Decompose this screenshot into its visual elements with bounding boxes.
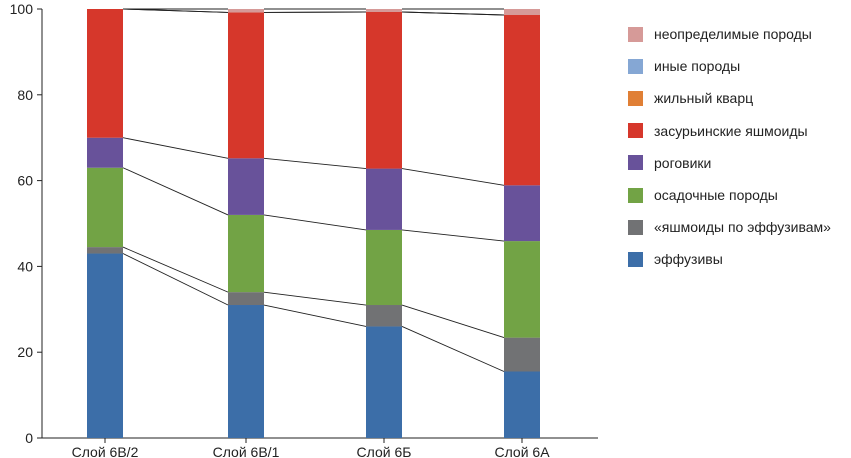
legend-label: роговики xyxy=(654,154,712,171)
bar-segment xyxy=(366,168,402,230)
bar-segment xyxy=(504,185,540,242)
bar-segment xyxy=(228,9,264,13)
y-tick-label: 60 xyxy=(17,173,33,189)
bar-segment xyxy=(504,337,540,372)
legend-label: засурьинские яшмоиды xyxy=(654,122,808,139)
legend-label: жильный кварц xyxy=(654,90,754,107)
legend-label: неопределимые породы xyxy=(654,26,812,43)
connector-line xyxy=(263,304,367,327)
x-tick-label: Слой 6В/1 xyxy=(213,444,280,458)
connector-line xyxy=(263,157,367,170)
bar-segment xyxy=(366,12,402,169)
legend-item: «яшмоиды по эффузивам» xyxy=(628,211,851,243)
y-tick-label: 100 xyxy=(10,1,34,17)
legend-swatch xyxy=(628,58,643,74)
bar-segment xyxy=(228,158,264,215)
connector-line xyxy=(263,291,367,306)
legend: неопределимые породы иные породы жильный к… xyxy=(628,18,851,276)
connector-line xyxy=(122,253,229,306)
connector-lines xyxy=(122,8,505,372)
connector-line xyxy=(122,246,229,293)
connector-line xyxy=(122,8,229,13)
bar-segment xyxy=(87,167,123,248)
legend-swatch xyxy=(628,123,643,139)
legend-label: осадочные породы xyxy=(654,187,778,204)
connector-line xyxy=(122,167,229,216)
legend-label: эффузивы xyxy=(654,251,723,268)
bar-segment xyxy=(366,9,402,13)
connector-line xyxy=(401,229,505,242)
bar-segment xyxy=(504,15,540,186)
bar-segment xyxy=(87,247,123,254)
legend-swatch xyxy=(628,155,643,171)
legend-swatch xyxy=(628,26,643,42)
legend-item: иные породы xyxy=(628,50,851,82)
bar-segment xyxy=(504,371,540,438)
legend-swatch xyxy=(628,90,643,106)
bar-segment xyxy=(87,253,123,438)
connector-line xyxy=(122,137,229,159)
connector-line xyxy=(401,304,505,339)
x-tick-label: Слой 6Б xyxy=(357,444,412,458)
legend-item: осадочные породы xyxy=(628,179,851,211)
legend-label: «яшмоиды по эффузивам» xyxy=(654,219,831,236)
x-axis: Слой 6В/2 Слой 6В/1 Слой 6Б Слой 6А xyxy=(42,437,598,458)
legend-item: роговики xyxy=(628,147,851,179)
y-tick-label: 0 xyxy=(25,430,33,446)
legend-item: жильный кварц xyxy=(628,82,851,114)
bar-segment xyxy=(366,305,402,327)
bar-segment xyxy=(87,137,123,168)
y-tick-label: 80 xyxy=(17,87,33,103)
legend-item: засурьинские яшмоиды xyxy=(628,115,851,147)
bar-segment xyxy=(87,9,123,138)
legend-swatch xyxy=(628,187,643,203)
legend-label: иные породы xyxy=(654,58,741,75)
bar-segment xyxy=(366,229,402,306)
bar-segment xyxy=(228,214,264,293)
bar-segment xyxy=(366,326,402,438)
bar-segment xyxy=(228,305,264,438)
bar-segment xyxy=(504,241,540,338)
legend-item: неопределимые породы xyxy=(628,18,851,50)
x-tick-label: Слой 6В/2 xyxy=(72,444,139,458)
connector-line xyxy=(401,326,505,372)
legend-swatch xyxy=(628,251,643,267)
y-axis: 0 20 40 60 80 100 xyxy=(10,1,43,446)
bar-segment xyxy=(504,9,540,16)
x-tick-label: Слой 6А xyxy=(494,444,550,458)
bars xyxy=(87,9,540,438)
y-tick-label: 20 xyxy=(17,344,33,360)
legend-item: эффузивы xyxy=(628,243,851,275)
y-tick-label: 40 xyxy=(17,258,33,274)
bar-segment xyxy=(228,292,264,306)
connector-line xyxy=(263,214,367,231)
legend-swatch xyxy=(628,219,643,235)
connector-line xyxy=(401,168,505,186)
connector-line xyxy=(401,11,505,16)
bar-segment xyxy=(228,12,264,159)
